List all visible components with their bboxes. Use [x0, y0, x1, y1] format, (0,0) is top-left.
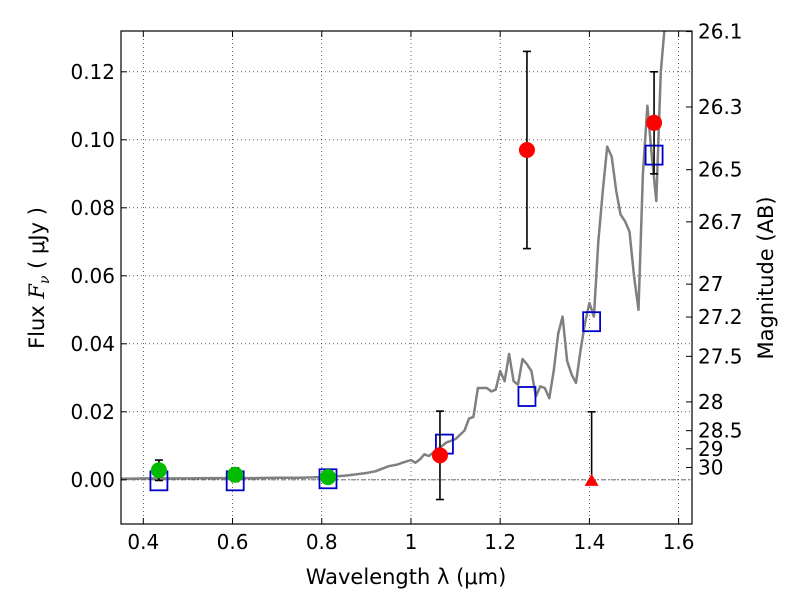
- y-axis-label-text: Flux: [25, 299, 49, 349]
- plot-frame: [120, 30, 693, 525]
- detection-point: [431, 447, 448, 464]
- marker-layer: [149, 50, 664, 501]
- optical-detection-point: [150, 462, 167, 479]
- model-photometry-square: [517, 386, 537, 407]
- y2-tick-label: 27.2: [698, 305, 743, 329]
- y-tick-label: 0.10: [70, 128, 115, 152]
- optical-detection-point: [227, 466, 244, 483]
- x-tick-label: 0.4: [127, 530, 159, 554]
- x-axis-label: Wavelength λ (μm): [306, 565, 507, 589]
- y-tick-label: 0.06: [70, 264, 115, 288]
- x-tick-label: 0.6: [217, 530, 249, 554]
- model-sed-layer: [121, 31, 666, 481]
- x-tick-label: 1.2: [484, 530, 516, 554]
- y2-tick-label: 26.7: [698, 210, 743, 234]
- y-tick-label: 0.08: [70, 196, 115, 220]
- model-sed-line: [121, 31, 666, 481]
- x-tick-label: 1: [405, 530, 418, 554]
- y2-tick-label: 30: [698, 455, 723, 479]
- detection-point: [646, 114, 663, 131]
- y-axis-label-subscript: ν: [37, 275, 53, 284]
- ticks: 0.4 0.6 0.8 1 1.2 1.4 1.6 0.00 0.02 0.04 0.06 0.08 0…: [70, 20, 742, 554]
- y2-tick-label: 29: [698, 437, 723, 461]
- y-axis-label-units: ( μJy ): [25, 207, 49, 275]
- y2-tick-label: 27.5: [698, 344, 743, 368]
- x-tick-label: 1.6: [663, 530, 695, 554]
- y-axis-label-symbol: F: [25, 283, 49, 300]
- model-photometry-square: [582, 311, 602, 333]
- y-tick-label: 0.02: [70, 400, 115, 424]
- y-axis-label: Flux Fν ( μJy ): [25, 207, 53, 349]
- y2-tick-label: 28: [698, 390, 723, 414]
- y-tick-label: 0.04: [70, 332, 115, 356]
- y2-tick-label: 27: [698, 272, 723, 296]
- y2-tick-label: 26.5: [698, 158, 743, 182]
- detection-point: [518, 142, 535, 158]
- y2-axis-label: Magnitude (AB): [754, 196, 778, 359]
- y-tick-label: 0.12: [70, 60, 115, 84]
- x-tick-label: 1.4: [573, 530, 605, 554]
- y2-tick-label: 28.5: [698, 419, 743, 443]
- y2-tick-label: 26.3: [698, 95, 743, 119]
- optical-detection-point: [319, 469, 336, 486]
- grid: [121, 31, 692, 524]
- upper-limit-triangle: [584, 473, 599, 486]
- y2-tick-label: 26.1: [698, 20, 743, 44]
- y-tick-label: 0.00: [70, 468, 115, 492]
- x-tick-label: 0.8: [306, 530, 338, 554]
